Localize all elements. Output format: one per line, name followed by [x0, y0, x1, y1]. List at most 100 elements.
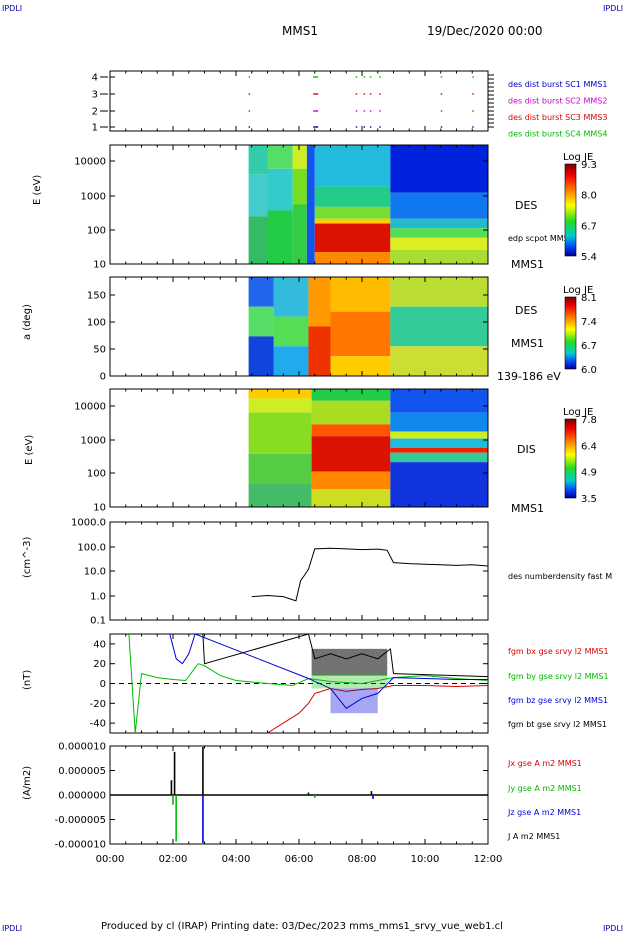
heatmap-cell [248, 389, 312, 399]
colorbar [564, 418, 577, 499]
heatmap-cell [330, 356, 391, 376]
x-tick-label: 04:00 [222, 854, 251, 865]
colorbar [564, 163, 577, 257]
heatmap-cell [390, 228, 488, 238]
page-title: MMS1 [282, 24, 318, 38]
heatmap-cell [248, 306, 274, 337]
y-tick-label: -20 [90, 699, 106, 710]
y-tick-label: 100 [87, 226, 106, 237]
legend-entry: des dist burst SC1 MMS1 [508, 80, 607, 89]
heatmap-cell [292, 204, 307, 264]
colorbar-title: Log JE [563, 407, 593, 418]
plot-frame [109, 521, 489, 621]
colorbar-tick-label: 4.9 [581, 468, 597, 479]
legend-entry: des dist burst SC2 MMS2 [508, 97, 607, 106]
legend-entry: fgm bz gse srvy l2 MMS1 [508, 696, 608, 705]
heatmap-cell [311, 389, 391, 401]
y-tick-label: 150 [87, 291, 106, 302]
colorbar-tick-label: 7.4 [581, 317, 597, 328]
colorbar-tick-label: 3.5 [581, 494, 597, 505]
heatmap-cell [314, 223, 391, 253]
heatmap-cell [390, 389, 488, 413]
x-tick-label: 02:00 [159, 854, 188, 865]
field-turbulence-band [311, 673, 388, 689]
heatmap-cell [311, 400, 391, 425]
heatmap-cell [267, 210, 293, 264]
y-tick-label: -0.000005 [55, 815, 106, 826]
heatmap-cell [248, 145, 268, 175]
density-series-line [251, 547, 489, 602]
heatmap-cell [390, 145, 488, 193]
heatmap-cell [311, 424, 391, 437]
legend-entry: fgm by gse srvy l2 MMS1 [508, 672, 609, 681]
colorbar-tick-label: 9.3 [581, 160, 597, 171]
x-tick-label: 10:00 [411, 854, 440, 865]
panel-right-label: DES [515, 199, 537, 212]
colorbar-tick-label: 6.0 [581, 365, 597, 376]
y-tick-label: 10000 [74, 402, 106, 413]
colorbar [564, 296, 577, 370]
y-tick-label: 3 [92, 90, 98, 101]
colorbar-title: Log JE [563, 285, 593, 296]
panel-dis-energy: 10 100 1000 10000 E (eV) DIS MMS1 Log JE7.8 6.4 4… [24, 388, 597, 515]
y-tick-label: 0.000005 [58, 766, 106, 777]
y-tick-label: 40 [93, 639, 106, 650]
heatmap-cell [248, 398, 312, 413]
colorbar-tick-label: 6.7 [581, 341, 597, 352]
y-tick-label: 10000 [74, 157, 106, 168]
panel-current-density: -0.000010 -0.000005 0.000000 0.000005 0.0000… [22, 742, 582, 851]
y-tick-label: 1000 [81, 436, 106, 447]
field-series-line [267, 685, 489, 734]
heatmap-cell [292, 168, 307, 205]
panel-right-label: DES [515, 304, 537, 317]
legend-entry: des numberdensity fast M [508, 572, 612, 581]
y-tick-label: 100.0 [77, 543, 106, 554]
footer-credit: Produced by cl (IRAP) Printing date: 03/… [101, 921, 503, 932]
legend-entry: Jy gse A m2 MMS1 [507, 784, 582, 793]
panel-des-energy: 10 100 1000 10000 E (eV) DES MMS1 edp scpot MMS… [32, 144, 597, 271]
panel-burst: 1 2 3 4 des dist burst SC1 MMS1 des dist burs… [92, 70, 607, 139]
heatmap-cell [390, 192, 488, 219]
heatmap-cell [390, 237, 488, 250]
page-datetime: 19/Dec/2020 00:00 [427, 24, 543, 38]
panel-right-label: MMS1 [511, 502, 544, 515]
y-tick-label: 0.000000 [58, 791, 106, 802]
heatmap-cell [248, 453, 312, 484]
legend-entry: J A m2 MMS1 [507, 832, 560, 841]
heatmap-cell [390, 452, 488, 463]
overlay-label: edp scpot MMS1 [508, 234, 574, 243]
y-tick-label: 10.0 [84, 567, 106, 578]
heatmap-cell [248, 174, 268, 217]
plot-frame [109, 70, 489, 132]
heatmap-cell [273, 316, 309, 347]
heatmap-cell [248, 336, 274, 376]
heatmap-cell [267, 168, 293, 211]
heatmap-cell [390, 218, 488, 229]
legend-entry: des dist burst SC4 MMS4 [508, 130, 607, 139]
corner-label-br: IPDLI [603, 924, 623, 933]
panel-magnetic-field: -40 -20 0 20 40 (nT) fgm bx gse srvy l2 MMS1 fg… [22, 633, 609, 734]
panel-density: 0.1 1.0 10.0 100.0 1000.0 (cm^-3) des numberde… [22, 518, 612, 627]
panel-right-label: DIS [517, 443, 536, 456]
heatmap-cell [390, 346, 488, 376]
legend-entry: fgm bt gse srvy l2 MMS1 [508, 720, 607, 729]
panel-right-label: 139-186 eV [497, 370, 561, 383]
y-tick-label: 100 [87, 469, 106, 480]
heatmap-cell [248, 483, 312, 507]
heatmap-cell [267, 145, 293, 169]
y-tick-label: 0 [100, 372, 106, 383]
y-axis-label: (A/m2) [22, 766, 33, 800]
y-tick-label: 50 [93, 345, 106, 356]
heatmap-cell [330, 311, 391, 357]
x-tick-label: 06:00 [285, 854, 314, 865]
heatmap-cell [390, 438, 488, 448]
time-axis: 00:00 02:00 04:00 06:00 08:00 10:00 12:00 [96, 854, 503, 865]
heatmap-cell [248, 412, 312, 454]
heatmap-cell [308, 326, 331, 376]
y-tick-label: 10 [93, 260, 106, 271]
y-tick-label: 1000 [81, 192, 106, 203]
colorbar-tick-label: 6.7 [581, 221, 597, 232]
x-tick-label: 08:00 [348, 854, 377, 865]
heatmap-cell [308, 277, 331, 327]
